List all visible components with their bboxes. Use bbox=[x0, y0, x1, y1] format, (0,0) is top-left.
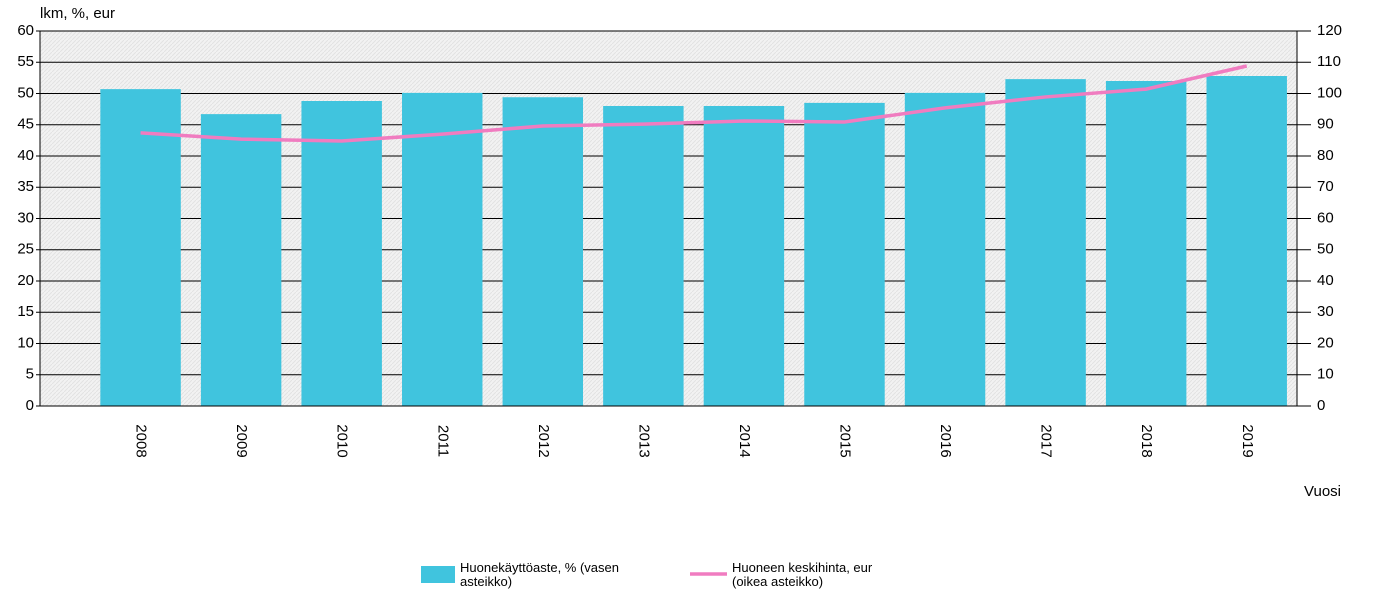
bar bbox=[603, 106, 684, 406]
y2-tick-label: 10 bbox=[1317, 366, 1334, 383]
y2-tick-label: 70 bbox=[1317, 178, 1334, 195]
bar bbox=[804, 102, 885, 406]
x-tick-label: 2012 bbox=[535, 424, 552, 457]
y-tick-label: 10 bbox=[17, 334, 34, 351]
x-axis-label: Vuosi bbox=[1304, 483, 1341, 500]
y-axis-label: lkm, %, eur bbox=[40, 5, 115, 22]
y2-tick-label: 40 bbox=[1317, 272, 1334, 289]
y2-tick-label: 50 bbox=[1317, 241, 1334, 258]
x-tick-label: 2016 bbox=[937, 424, 954, 457]
x-tick-label: 2008 bbox=[133, 424, 150, 457]
y-tick-label: 5 bbox=[26, 366, 34, 383]
bar bbox=[1105, 81, 1187, 406]
x-tick-label: 2011 bbox=[434, 425, 451, 457]
y-tick-label: 20 bbox=[17, 272, 34, 289]
y-tick-label: 45 bbox=[17, 116, 34, 133]
x-tick-label: 2014 bbox=[736, 424, 753, 457]
bar bbox=[703, 106, 785, 406]
x-tick-label: 2017 bbox=[1038, 424, 1055, 457]
y-tick-label: 0 bbox=[26, 397, 34, 414]
bar bbox=[904, 92, 986, 406]
bar bbox=[502, 97, 584, 406]
y-tick-label: 25 bbox=[17, 241, 34, 258]
y2-tick-label: 20 bbox=[1317, 334, 1334, 351]
legend-label: Huonekäyttöaste, % (vasen asteikko) bbox=[460, 560, 619, 589]
bar bbox=[402, 92, 483, 406]
y2-tick-label: 60 bbox=[1317, 209, 1334, 226]
y2-tick-label: 120 bbox=[1317, 22, 1342, 39]
y2-tick-label: 30 bbox=[1317, 303, 1334, 320]
bar bbox=[1206, 76, 1287, 406]
x-tick-label: 2015 bbox=[837, 424, 854, 457]
y-tick-label: 40 bbox=[17, 147, 34, 164]
x-tick-label: 2009 bbox=[233, 424, 250, 457]
y-tick-label: 55 bbox=[17, 53, 34, 70]
legend-label: Huoneen keskihinta, eur (oikea asteikko) bbox=[732, 560, 873, 589]
bar bbox=[1005, 79, 1086, 406]
y2-tick-label: 80 bbox=[1317, 147, 1334, 164]
line bbox=[140, 64, 1248, 143]
y2-tick-label: 110 bbox=[1317, 53, 1341, 70]
x-tick-label: 2013 bbox=[635, 424, 652, 457]
y-tick-label: 60 bbox=[17, 22, 34, 39]
bar bbox=[301, 101, 382, 406]
bar bbox=[100, 89, 181, 406]
y-tick-label: 30 bbox=[17, 209, 34, 226]
bar bbox=[200, 114, 282, 406]
x-tick-label: 2019 bbox=[1239, 424, 1256, 457]
legend-swatch bbox=[421, 566, 455, 583]
y2-tick-label: 90 bbox=[1317, 116, 1334, 133]
y2-tick-label: 100 bbox=[1317, 84, 1342, 101]
x-tick-label: 2010 bbox=[334, 424, 351, 457]
y-tick-label: 50 bbox=[17, 84, 34, 101]
y-tick-label: 15 bbox=[17, 303, 34, 320]
y2-tick-label: 0 bbox=[1317, 397, 1325, 414]
x-tick-label: 2018 bbox=[1138, 424, 1155, 457]
y-tick-label: 35 bbox=[17, 178, 34, 195]
